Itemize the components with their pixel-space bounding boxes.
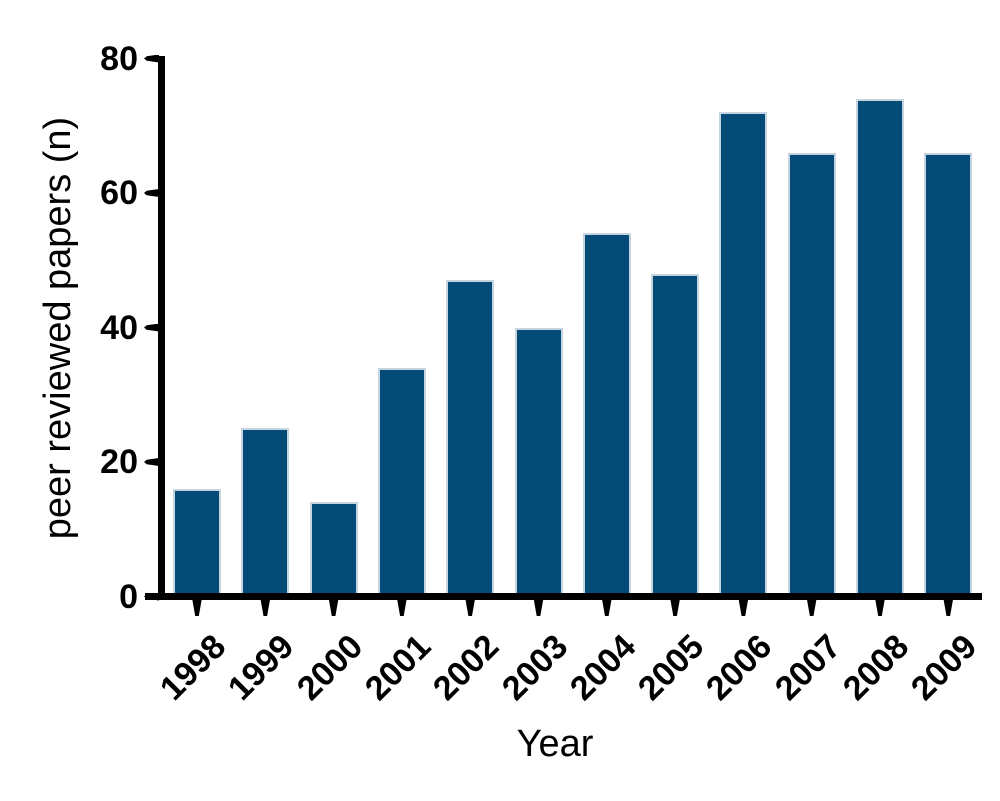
y-tick-label-60: 60 (100, 174, 138, 212)
x-tick-1998 (192, 598, 202, 616)
y-tick-20 (144, 458, 159, 466)
bar-2003 (514, 327, 563, 599)
y-tick-label-80: 80 (100, 39, 138, 78)
x-tick-2001 (396, 598, 407, 616)
x-tick-2003 (533, 598, 544, 616)
y-tick-40 (144, 323, 159, 332)
bar-2008 (856, 98, 904, 599)
x-tick-2007 (806, 598, 817, 616)
y-tick-label-40: 40 (100, 308, 138, 347)
x-axis-line (145, 593, 982, 600)
bar-2001 (377, 367, 426, 599)
bar-1998 (173, 488, 221, 599)
x-tick-2009 (943, 598, 954, 616)
x-tick-2006 (738, 598, 749, 616)
bar-2006 (719, 112, 768, 599)
x-tick-2005 (670, 598, 681, 616)
y-tick-80 (144, 54, 159, 63)
x-axis-title: Year (516, 723, 594, 765)
bar-2000 (309, 502, 358, 599)
bar-2004 (582, 233, 631, 599)
y-tick-label-0: 0 (119, 577, 138, 616)
x-tick-1999 (260, 598, 271, 616)
bar-2009 (924, 152, 973, 599)
bar-2002 (446, 280, 495, 599)
y-tick-60 (144, 189, 159, 197)
x-tick-2008 (875, 598, 885, 616)
bar-1999 (241, 428, 290, 599)
x-tick-2004 (601, 598, 612, 616)
bar-2005 (651, 273, 700, 599)
bar-2007 (787, 152, 836, 599)
x-tick-2002 (465, 598, 476, 616)
x-tick-2000 (328, 598, 339, 616)
y-tick-0 (144, 592, 159, 601)
y-tick-label-20: 20 (100, 443, 138, 481)
y-axis-line (158, 56, 165, 600)
